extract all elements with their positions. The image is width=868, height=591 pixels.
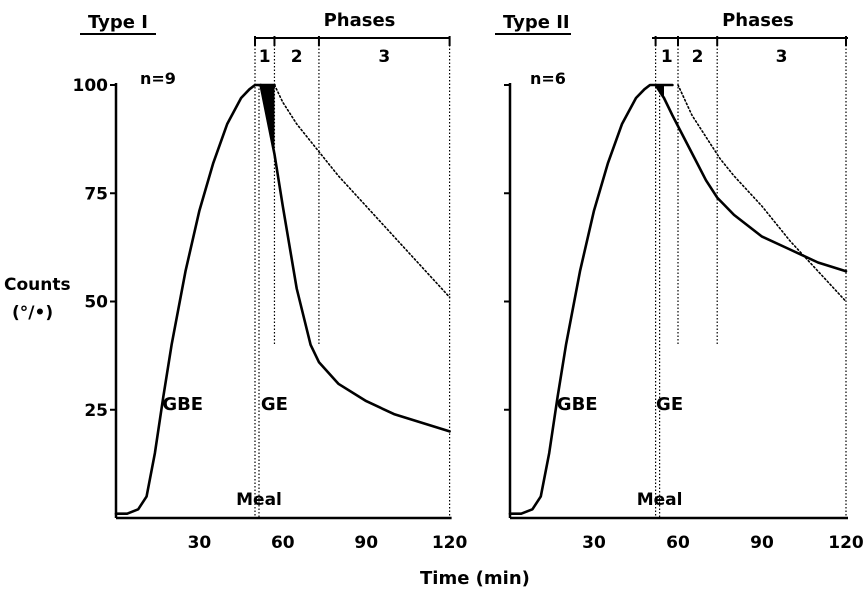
series-line-0 bbox=[508, 83, 674, 515]
gbe-label: GBE bbox=[557, 394, 598, 415]
gbe-label: GBE bbox=[162, 394, 203, 415]
panel-title: Type II bbox=[503, 12, 570, 33]
y-tick-label: 100 bbox=[73, 76, 109, 96]
y-tick-label: 25 bbox=[84, 401, 108, 421]
meal-label: Meal bbox=[236, 490, 282, 510]
panel-type-ii: Type II n=6 30 60 90 120 Phases 1 2 3 Meal GBE GE bbox=[495, 10, 864, 553]
phases-label: Phases bbox=[722, 10, 794, 31]
phase-number: 1 bbox=[661, 47, 673, 67]
x-tick-label: 60 bbox=[271, 533, 295, 553]
phase-number: 2 bbox=[692, 47, 704, 67]
y-axis-label-line1: Counts bbox=[4, 275, 71, 295]
n-label: n=9 bbox=[140, 69, 176, 88]
phases-label: Phases bbox=[324, 10, 396, 31]
x-tick-label: 120 bbox=[432, 533, 468, 553]
x-tick-label: 90 bbox=[750, 533, 774, 553]
ge-label: GE bbox=[261, 394, 288, 415]
y-tick-label: 75 bbox=[84, 184, 108, 204]
series-line-1 bbox=[259, 83, 451, 433]
phase-number: 2 bbox=[291, 47, 303, 67]
x-tick-label: 30 bbox=[582, 533, 606, 553]
x-axis-label: Time (min) bbox=[420, 568, 530, 589]
x-tick-label: 30 bbox=[188, 533, 212, 553]
n-label: n=6 bbox=[530, 69, 566, 88]
phase-number: 1 bbox=[259, 47, 271, 67]
series-line-2 bbox=[273, 84, 451, 298]
series-line-2 bbox=[677, 84, 847, 303]
x-tick-label: 120 bbox=[828, 533, 864, 553]
x-tick-label: 60 bbox=[666, 533, 690, 553]
series-line-0 bbox=[114, 83, 276, 515]
x-tick-label: 90 bbox=[354, 533, 378, 553]
meal-label: Meal bbox=[637, 490, 683, 510]
y-axis-label-line2: (°/•) bbox=[12, 303, 53, 323]
phase-number: 3 bbox=[378, 47, 390, 67]
y-tick-label: 50 bbox=[84, 293, 108, 313]
series-line-1 bbox=[654, 83, 848, 273]
phase-number: 3 bbox=[776, 47, 788, 67]
panel-title: Type I bbox=[88, 12, 148, 33]
ge-label: GE bbox=[656, 394, 683, 415]
panel-type-i: Type I n=9 25 50 75 100 30 60 90 120 Phases 1 2 3 Meal… bbox=[73, 10, 468, 553]
